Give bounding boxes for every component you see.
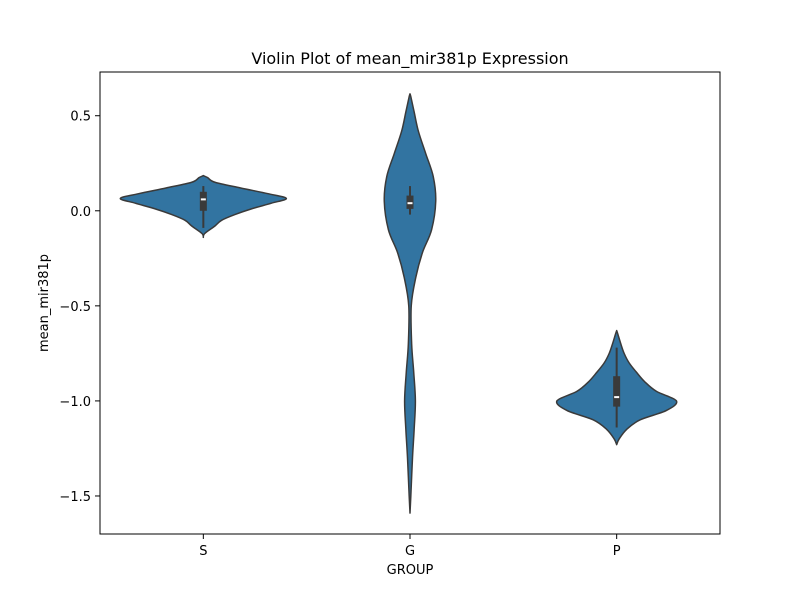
violin-G — [383, 93, 437, 514]
violin-iqr-box — [613, 376, 621, 407]
y-tick-label: −0.5 — [59, 300, 91, 315]
violin-iqr-box — [199, 191, 207, 211]
violin-S — [119, 174, 288, 239]
y-tick-label: −1.0 — [59, 395, 91, 410]
x-tick-label: G — [405, 544, 415, 559]
violin-P — [555, 329, 678, 446]
y-tick-label: −1.5 — [59, 490, 91, 505]
y-axis: −1.5 −1.0 −0.5 0.0 0.5 — [59, 110, 100, 505]
x-axis-label: GROUP — [387, 563, 434, 578]
x-tick-label: P — [613, 544, 621, 559]
y-tick-label: 0.0 — [70, 205, 91, 220]
x-tick-label: S — [199, 544, 207, 559]
chart-title: Violin Plot of mean_mir381p Expression — [251, 49, 568, 69]
y-axis-label: mean_mir381p — [37, 254, 52, 352]
y-tick-label: 0.5 — [70, 110, 91, 125]
violin-body — [383, 93, 437, 514]
violin-series — [119, 93, 678, 514]
